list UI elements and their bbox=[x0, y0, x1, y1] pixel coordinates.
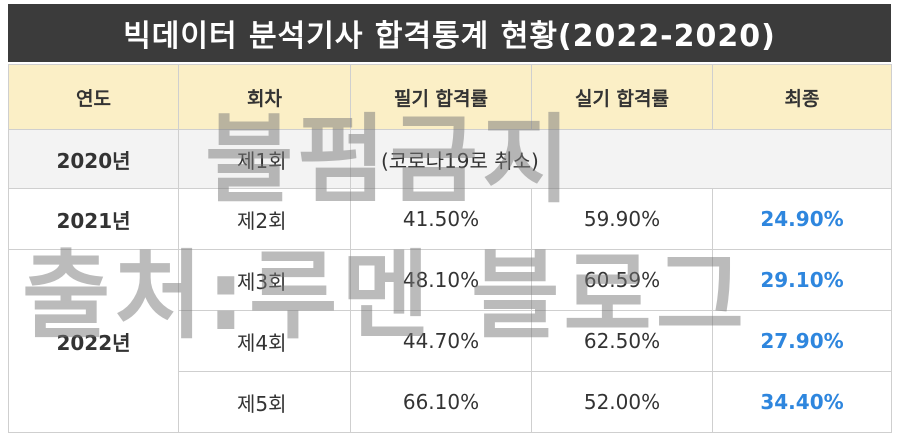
pass-rate-table: 연도 회차 필기 합격률 실기 합격률 최종 2020년 제1회 (코로나19로… bbox=[8, 64, 892, 433]
year-cell: 2020년 bbox=[8, 129, 179, 189]
practical-rate-cell: 62.50% bbox=[531, 310, 713, 372]
final-rate-cell: 24.90% bbox=[712, 188, 892, 250]
table-row: 2020년 제1회 (코로나19로 취소) bbox=[8, 129, 892, 189]
written-rate-cell: 41.50% bbox=[350, 188, 532, 250]
round-cell: 제1회 bbox=[178, 129, 351, 189]
final-rate-cell: 29.10% bbox=[712, 249, 892, 311]
header-final: 최종 bbox=[712, 64, 892, 130]
header-practical-rate: 실기 합격률 bbox=[531, 64, 713, 130]
final-rate-cell: 34.40% bbox=[712, 371, 892, 433]
practical-rate-cell: 52.00% bbox=[531, 371, 713, 433]
round-cell: 제4회 bbox=[178, 310, 351, 372]
written-rate-cell: 66.10% bbox=[350, 371, 532, 433]
table-row: 2021년 제2회 41.50% 59.90% 24.90% bbox=[8, 188, 892, 250]
round-cell: 제5회 bbox=[178, 371, 351, 433]
year-cell: 2022년 bbox=[8, 249, 179, 433]
header-written-rate: 필기 합격률 bbox=[350, 64, 532, 130]
cancel-note: (코로나19로 취소) bbox=[350, 129, 892, 189]
header-year: 연도 bbox=[8, 64, 179, 130]
table-row: 제5회 66.10% 52.00% 34.40% bbox=[9, 371, 892, 433]
table-header-row: 연도 회차 필기 합격률 실기 합격률 최종 bbox=[8, 64, 892, 130]
table-row: 2022년 제3회 48.10% 60.59% 29.10% bbox=[8, 249, 892, 433]
practical-rate-cell: 59.90% bbox=[531, 188, 713, 250]
header-round: 회차 bbox=[178, 64, 351, 130]
written-rate-cell: 44.70% bbox=[350, 310, 532, 372]
practical-rate-cell: 60.59% bbox=[531, 249, 713, 311]
round-cell: 제3회 bbox=[178, 249, 351, 311]
round-cell: 제2회 bbox=[178, 188, 351, 250]
year-cell: 2021년 bbox=[8, 188, 179, 250]
page-title: 빅데이터 분석기사 합격통계 현황(2022-2020) bbox=[8, 4, 891, 62]
written-rate-cell: 48.10% bbox=[350, 249, 532, 311]
final-rate-cell: 27.90% bbox=[712, 310, 892, 372]
